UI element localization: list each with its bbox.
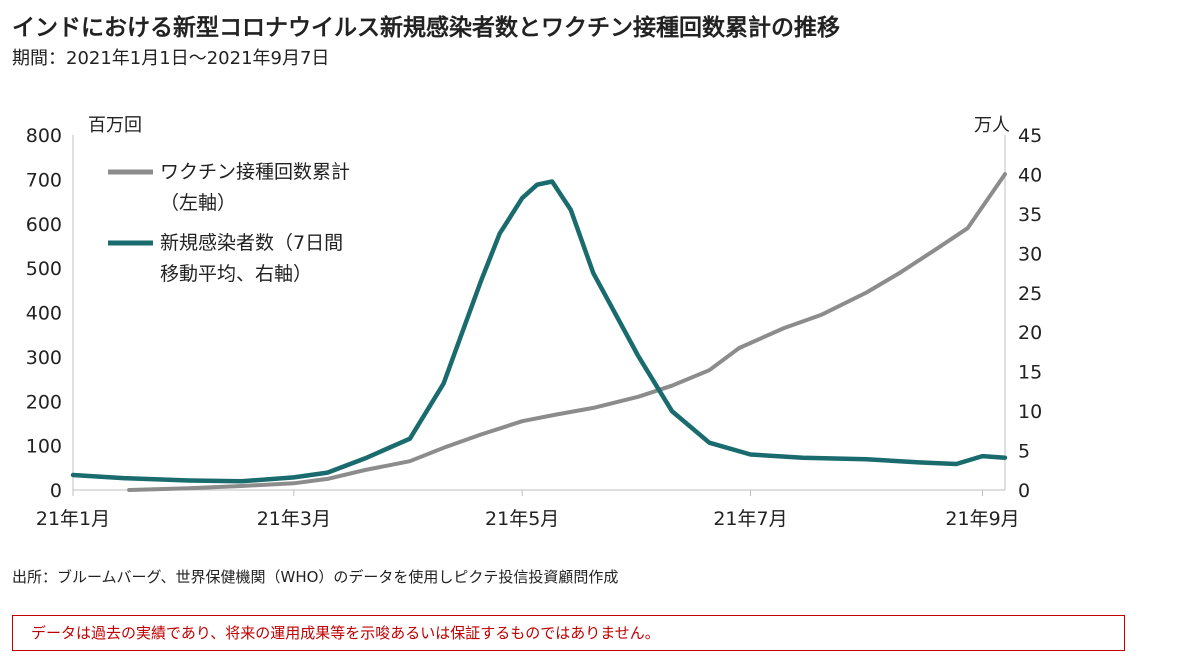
y-right-tick-label: 0 (1018, 480, 1030, 502)
x-tick-label: 21年3月 (257, 508, 331, 530)
y-right-tick-label: 15 (1018, 362, 1042, 384)
y-right-tick-label: 35 (1018, 204, 1042, 226)
series-lines (70, 172, 1008, 492)
disclaimer-text: データは過去の実績であり、将来の運用成果等を示唆あるいは保証するものではありませ… (31, 624, 660, 642)
legend-label: ワクチン接種回数累計 (160, 161, 350, 183)
y-left-tick-label: 700 (26, 169, 62, 191)
y-right-tick-label: 20 (1018, 322, 1042, 344)
disclaimer-box: データは過去の実績であり、将来の運用成果等を示唆あるいは保証するものではありませ… (12, 615, 1125, 651)
vaccination-cumulative-line (127, 172, 1007, 492)
page-title: インドにおける新型コロナウイルス新規感染者数とワクチン接種回数累計の推移 (12, 15, 840, 41)
legend-label-note: 移動平均、右軸） (160, 263, 312, 285)
x-tick-labels: 21年1月 21年3月 21年5月 21年7月 21年9月 (36, 490, 1020, 530)
y-right-tick-label: 5 (1018, 441, 1030, 463)
y-right-tick-label: 40 (1018, 164, 1042, 186)
y-right-tick-label: 30 (1018, 243, 1042, 265)
y-left-tick-label: 400 (26, 303, 62, 325)
y-left-tick-label: 0 (50, 480, 62, 502)
legend-label: 新規感染者数（7日間 (160, 232, 343, 254)
period-subtitle: 期間：2021年1月1日～2021年9月7日 (12, 48, 330, 69)
x-tick-label: 21年5月 (485, 508, 559, 530)
y-right-tick-label: 25 (1018, 283, 1042, 305)
y-right-unit-label: 万人 (974, 115, 1010, 136)
y-left-tick-labels: 0 100 200 300 400 500 600 700 800 (26, 125, 62, 502)
y-left-tick-label: 600 (26, 214, 62, 236)
y-left-tick-label: 100 (26, 436, 62, 458)
legend-label-note: （左軸） (160, 192, 236, 214)
y-left-tick-label: 500 (26, 258, 62, 280)
y-left-tick-label: 300 (26, 347, 62, 369)
y-right-tick-labels: 0 5 10 15 20 25 30 35 40 45 (1018, 125, 1042, 502)
y-left-tick-label: 800 (26, 125, 62, 147)
new-cases-line (70, 179, 1008, 484)
x-tick-label: 21年1月 (36, 508, 110, 530)
line-chart: 百万回 万人 0 100 200 300 400 500 600 700 800 0 5 10 15 2… (26, 115, 1042, 530)
y-right-tick-label: 45 (1018, 125, 1042, 147)
x-tick-label: 21年9月 (945, 508, 1019, 530)
y-left-unit-label: 百万回 (88, 115, 142, 136)
x-tick-label: 21年7月 (713, 508, 787, 530)
y-right-tick-label: 10 (1018, 401, 1042, 423)
y-left-tick-label: 200 (26, 391, 62, 413)
source-note: 出所：ブルームバーグ、世界保健機関（WHO）のデータを使用しピクテ投信投資顧問作… (12, 568, 619, 586)
